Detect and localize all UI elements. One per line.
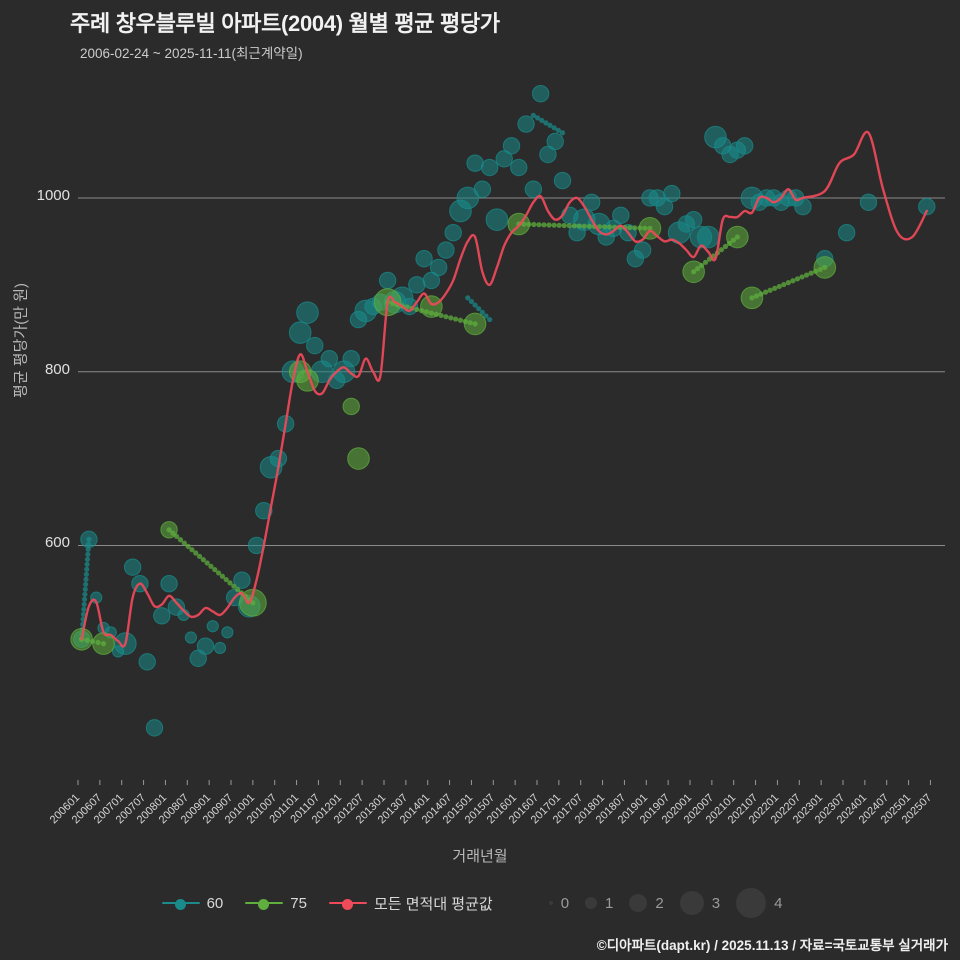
size-legend-bubble	[585, 897, 598, 909]
data-point	[123, 558, 142, 576]
data-point	[463, 312, 487, 336]
data-point	[682, 260, 705, 284]
data-point	[612, 206, 630, 225]
data-point	[510, 158, 528, 177]
chart-legend: 60 75 모든 면적대 평균값 0 1 2 3 4	[0, 888, 960, 918]
data-point	[456, 186, 480, 210]
data-point	[582, 193, 601, 211]
legend-label: 모든 면적대 평균값	[373, 895, 493, 913]
data-point	[255, 501, 273, 520]
legend-item-0[interactable]: 60	[161, 894, 224, 912]
data-point	[408, 276, 426, 294]
data-point	[206, 620, 219, 633]
data-point	[444, 223, 462, 242]
data-point	[524, 180, 543, 198]
data-point	[145, 719, 164, 737]
size-legend-item-0: 0	[548, 894, 570, 912]
data-point	[196, 637, 215, 655]
data-point	[663, 184, 681, 203]
page-subtitle: 2006-02-24 ~ 2025-11-11(최근계약일)	[80, 46, 303, 61]
data-point	[296, 301, 319, 324]
size-legend-label: 4	[774, 894, 783, 912]
data-point	[485, 208, 509, 231]
data-point	[553, 171, 572, 190]
size-legend-label: 3	[711, 894, 721, 912]
series-connector	[465, 295, 493, 323]
data-point	[160, 521, 178, 539]
data-point	[422, 271, 441, 290]
data-point	[539, 145, 557, 164]
data-point	[347, 447, 370, 470]
data-point	[918, 197, 936, 216]
data-point	[546, 132, 564, 151]
legend-item-1[interactable]: 75	[245, 895, 307, 912]
data-point	[531, 84, 550, 103]
data-point	[740, 286, 764, 310]
data-point	[633, 241, 652, 259]
size-legend-item-2: 2	[629, 894, 664, 912]
legend-label: 60	[206, 894, 224, 912]
y-tick-label: 600	[44, 534, 70, 552]
size-legend-label: 1	[605, 894, 614, 912]
legend-marker-icon	[245, 896, 284, 910]
data-point	[153, 607, 171, 625]
data-point	[306, 336, 324, 355]
series-connector	[530, 112, 566, 136]
y-tick-label: 1000	[36, 186, 70, 204]
data-point	[420, 295, 443, 318]
data-point	[517, 115, 535, 133]
data-point	[342, 397, 360, 416]
data-point	[288, 321, 312, 344]
data-point	[184, 631, 198, 644]
data-point	[837, 223, 856, 242]
data-point	[495, 150, 513, 168]
data-point	[320, 349, 339, 368]
page-title: 주례 창우블루빌 아파트(2004) 월별 평균 평당가	[70, 11, 500, 36]
data-point	[735, 137, 754, 155]
legend-marker-icon	[161, 896, 200, 910]
legend-marker-icon	[328, 896, 367, 910]
data-point	[378, 271, 397, 290]
data-point	[429, 258, 448, 277]
data-point	[80, 530, 98, 549]
size-legend-item-3: 3	[679, 891, 721, 915]
series-points-60	[72, 84, 936, 737]
data-point	[473, 180, 492, 198]
data-point	[813, 256, 837, 279]
legend-label: 75	[290, 894, 307, 912]
size-legend-item-1: 1	[585, 895, 613, 912]
data-point	[238, 588, 267, 617]
size-legend-bubble	[736, 888, 767, 918]
size-legend-bubble	[679, 891, 704, 915]
data-point	[415, 250, 433, 268]
data-point	[502, 137, 521, 155]
legend-item-2[interactable]: 모든 면적대 평균값	[328, 893, 493, 914]
data-point	[684, 210, 703, 229]
size-legend-label: 2	[655, 894, 664, 912]
data-point	[437, 241, 455, 259]
size-legend-bubble	[548, 901, 553, 905]
x-axis-title: 거래년월	[452, 848, 508, 865]
data-point	[726, 225, 749, 249]
size-legend-label: 0	[560, 894, 570, 912]
size-legend-item-4: 4	[736, 888, 782, 918]
bubble-size-legend: 0 1 2 3 4	[548, 888, 799, 918]
size-legend-bubble	[629, 894, 648, 912]
data-point	[233, 571, 251, 589]
average-line	[80, 130, 928, 648]
data-point	[655, 197, 674, 216]
data-point	[138, 653, 156, 671]
y-tick-label: 800	[44, 360, 70, 378]
data-point	[859, 193, 878, 211]
footer-credit: ©디아파트(dapt.kr) / 2025.11.13 / 자료=국토교통부 실…	[596, 938, 948, 953]
data-point	[213, 641, 227, 655]
data-point	[466, 154, 484, 172]
data-point	[160, 574, 178, 593]
data-point	[342, 349, 360, 368]
data-point	[221, 626, 234, 639]
data-point	[480, 158, 499, 177]
